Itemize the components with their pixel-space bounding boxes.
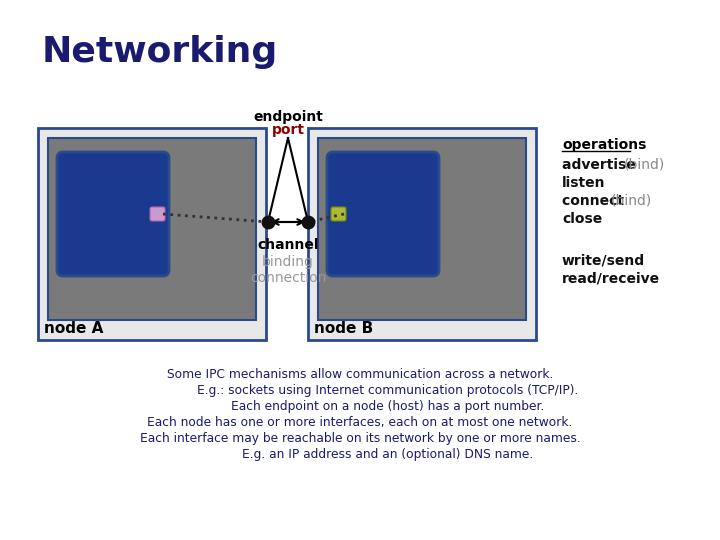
Text: (bind): (bind) [611, 194, 652, 208]
Text: channel: channel [257, 238, 319, 252]
Text: Each interface may be reachable on its network by one or more names.: Each interface may be reachable on its n… [140, 432, 580, 445]
Text: (bind): (bind) [624, 158, 665, 172]
FancyBboxPatch shape [331, 207, 346, 221]
Bar [308, 128, 536, 340]
Text: E.g. an IP address and an (optional) DNS name.: E.g. an IP address and an (optional) DNS… [243, 448, 534, 461]
Text: node A: node A [44, 321, 104, 336]
Text: Networking: Networking [42, 35, 278, 69]
Text: Some IPC mechanisms allow communication across a network.: Some IPC mechanisms allow communication … [167, 368, 553, 381]
FancyBboxPatch shape [57, 152, 169, 276]
Bar [318, 138, 526, 320]
Text: listen: listen [562, 176, 606, 190]
Text: node B: node B [314, 321, 373, 336]
Text: Each node has one or more interfaces, each on at most one network.: Each node has one or more interfaces, ea… [148, 416, 572, 429]
FancyBboxPatch shape [150, 207, 165, 221]
Text: operations: operations [562, 138, 647, 152]
Text: port: port [271, 123, 305, 137]
Text: binding: binding [262, 255, 314, 269]
Bar [48, 138, 256, 320]
Text: advertise: advertise [562, 158, 641, 172]
Text: E.g.: sockets using Internet communication protocols (TCP/IP).: E.g.: sockets using Internet communicati… [197, 384, 579, 397]
Text: connect: connect [562, 194, 629, 208]
Bar [38, 128, 266, 340]
Text: close: close [562, 212, 602, 226]
Text: endpoint: endpoint [253, 110, 323, 124]
Text: Each endpoint on a node (host) has a port number.: Each endpoint on a node (host) has a por… [231, 400, 545, 413]
Text: read/receive: read/receive [562, 272, 660, 286]
Text: connection: connection [250, 271, 326, 285]
Text: write/send: write/send [562, 253, 645, 267]
FancyBboxPatch shape [327, 152, 439, 276]
